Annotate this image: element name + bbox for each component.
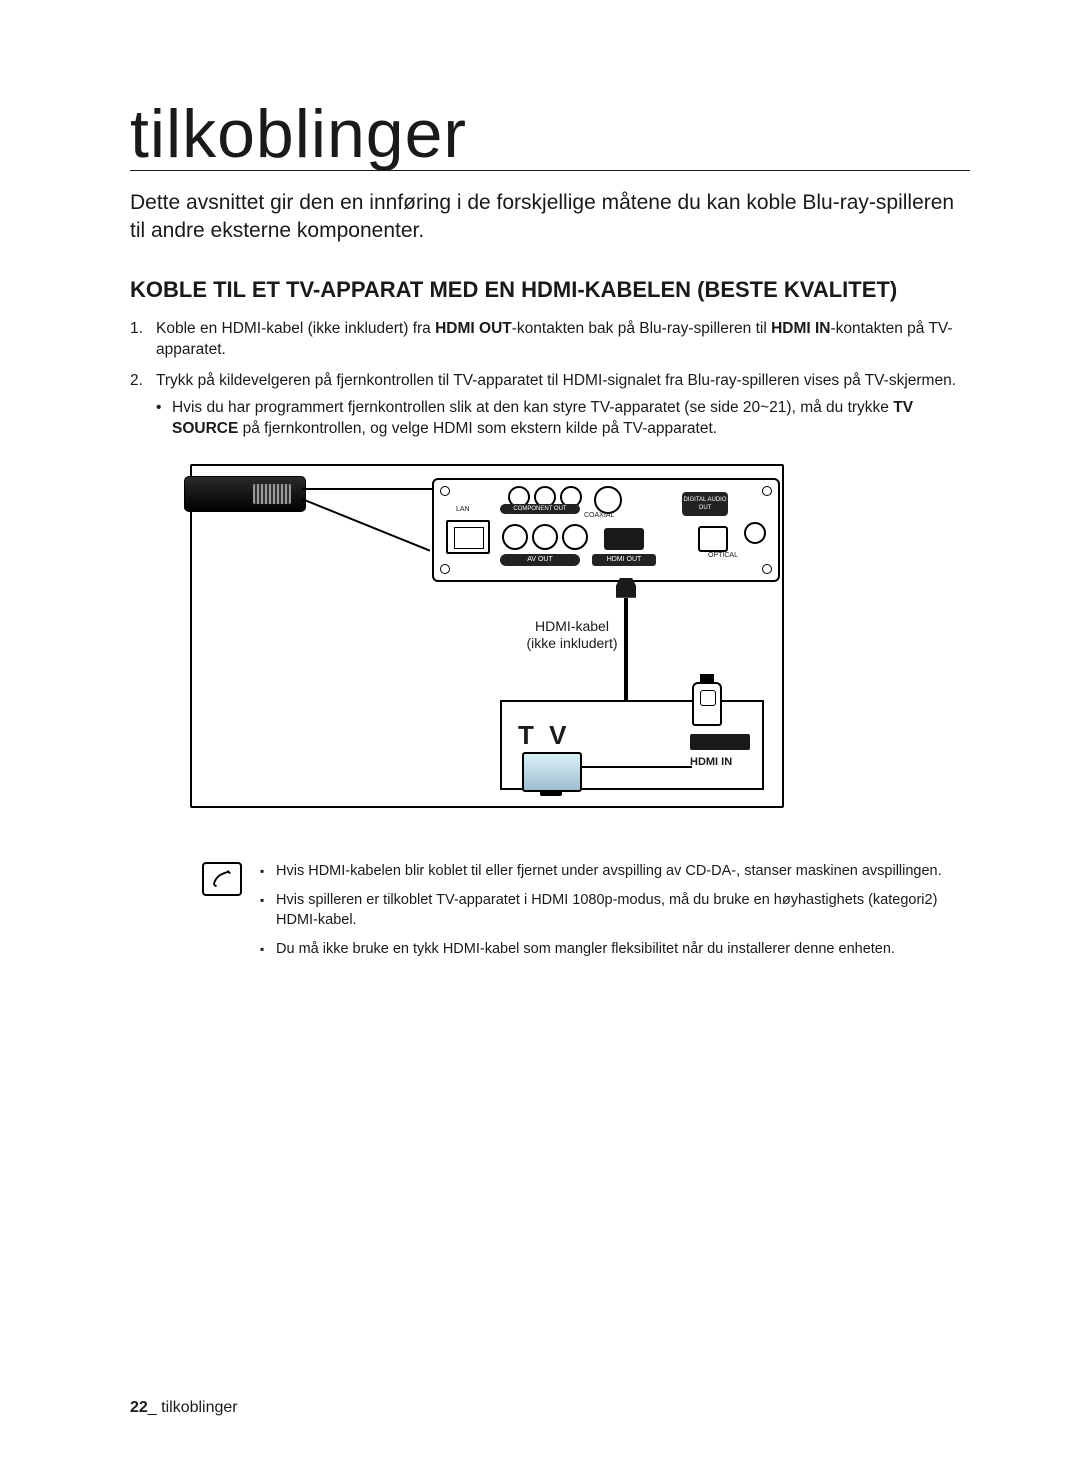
step-1-bold1: HDMI OUT (435, 320, 512, 337)
note-icon (202, 862, 242, 896)
component-out-label: COMPONENT OUT (500, 504, 580, 514)
rca-port-icon (562, 524, 588, 550)
coax-port-icon (594, 486, 622, 514)
cable-label-line2: (ikke inkludert) (518, 635, 626, 653)
step-1-pre: Koble en HDMI-kabel (ikke inkludert) fra (156, 320, 435, 337)
hdmi-in-port-icon (690, 734, 750, 750)
note-item: Hvis spilleren er tilkoblet TV-apparatet… (260, 891, 970, 930)
screw-icon (440, 486, 450, 496)
step-2-sub-pre: Hvis du har programmert fjernkontrollen … (172, 399, 893, 416)
tv-label: T V (518, 720, 570, 751)
section-heading: KOBLE TIL ET TV-APPARAT MED EN HDMI-KABE… (130, 276, 970, 304)
diagram-lead-line (302, 498, 431, 552)
page-footer: 22_ tilkoblinger (130, 1399, 238, 1417)
player-disc-slot-icon (253, 484, 291, 504)
step-2-sub: Hvis du har programmert fjernkontrollen … (156, 398, 970, 440)
step-2-text: Trykk på kildevelgeren på fjernkontrolle… (156, 372, 956, 389)
steps-list: Koble en HDMI-kabel (ikke inkludert) fra… (130, 319, 970, 440)
notes-list: Hvis HDMI-kabelen blir koblet til eller … (260, 862, 970, 970)
lan-label: LAN (456, 506, 470, 513)
cable-label-line1: HDMI-kabel (518, 618, 626, 636)
screw-icon (762, 564, 772, 574)
step-1: Koble en HDMI-kabel (ikke inkludert) fra… (130, 319, 970, 361)
step-1-bold2: HDMI IN (771, 320, 830, 337)
notes-block: Hvis HDMI-kabelen blir koblet til eller … (130, 862, 970, 970)
page-number: 22 (130, 1399, 148, 1416)
tv-stand-icon (540, 790, 562, 796)
note-item: Du må ikke bruke en tykk HDMI-kabel som … (260, 940, 970, 960)
optical-label: OPTICAL (708, 552, 738, 559)
intro-text: Dette avsnittet gir den en innføring i d… (130, 189, 970, 246)
screw-icon (762, 486, 772, 496)
diagram-lead-line (302, 488, 436, 490)
screw-icon (440, 564, 450, 574)
footer-section: _ tilkoblinger (148, 1399, 238, 1416)
diagram-connector-line (582, 766, 692, 768)
connection-diagram: LAN COMPONENT OUT COAXIAL AV OUT HDMI OU… (190, 464, 784, 808)
rca-port-icon (532, 524, 558, 550)
digital-audio-label: DIGITAL AUDIO OUT (682, 492, 728, 516)
tv-icon (522, 752, 582, 792)
rca-port-icon (502, 524, 528, 550)
lan-port-icon (446, 520, 490, 554)
hdmi-plug-icon (692, 682, 722, 726)
page-title: tilkoblinger (130, 100, 970, 171)
step-2: Trykk på kildevelgeren på fjernkontrolle… (130, 371, 970, 440)
step-2-sublist: Hvis du har programmert fjernkontrollen … (156, 398, 970, 440)
player-front-icon (184, 476, 306, 512)
hdmi-out-port-icon (604, 528, 644, 550)
coax-label: COAXIAL (584, 512, 614, 519)
panel-hole-icon (744, 522, 766, 544)
manual-page: tilkoblinger Dette avsnittet gir den en … (0, 0, 1080, 1477)
step-2-sub-post: på fjernkontrollen, og velge HDMI som ek… (238, 420, 717, 437)
avout-label: AV OUT (500, 554, 580, 566)
optical-port-icon (698, 526, 728, 552)
player-back-panel: LAN COMPONENT OUT COAXIAL AV OUT HDMI OU… (432, 478, 780, 582)
step-1-text: Koble en HDMI-kabel (ikke inkludert) fra… (156, 320, 953, 358)
cable-label: HDMI-kabel (ikke inkludert) (518, 618, 626, 653)
hdmi-in-label: HDMI IN (690, 756, 732, 768)
hdmi-out-label: HDMI OUT (592, 554, 656, 566)
hdmi-plug-icon (616, 578, 636, 598)
step-1-mid: -kontakten bak på Blu-ray-spilleren til (512, 320, 771, 337)
note-item: Hvis HDMI-kabelen blir koblet til eller … (260, 862, 970, 882)
avout-ports (502, 524, 588, 550)
